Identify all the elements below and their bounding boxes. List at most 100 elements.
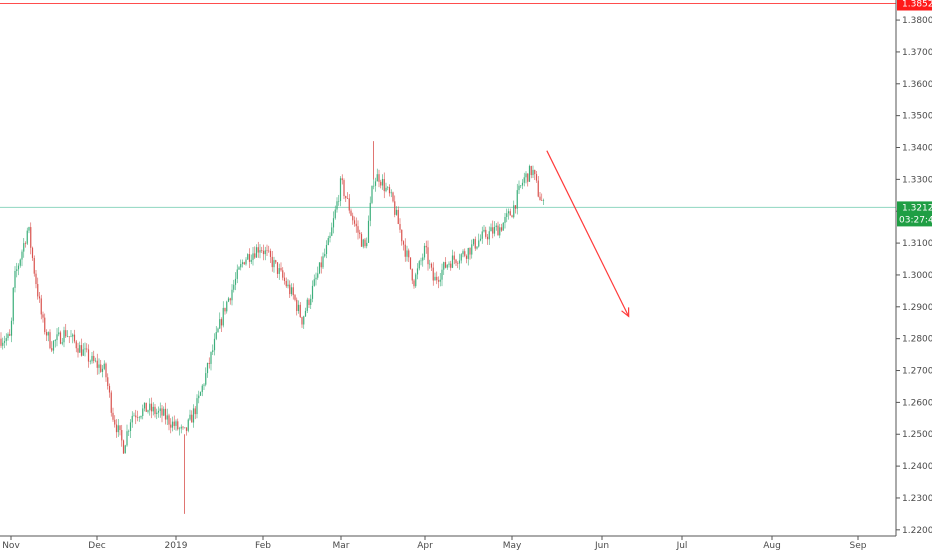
candle[interactable] (273, 256, 275, 273)
candle[interactable] (255, 244, 258, 258)
candle[interactable] (164, 402, 167, 425)
candle[interactable] (373, 178, 375, 190)
candle[interactable] (16, 262, 18, 278)
candle[interactable] (159, 402, 161, 418)
candle[interactable] (21, 249, 23, 267)
candle[interactable] (143, 402, 146, 412)
candle[interactable] (297, 300, 300, 314)
candle[interactable] (171, 416, 174, 432)
candle[interactable] (467, 247, 469, 266)
candle[interactable] (114, 415, 116, 428)
candle[interactable] (38, 291, 41, 303)
candle[interactable] (402, 240, 405, 251)
candle[interactable] (280, 262, 282, 272)
candle[interactable] (483, 225, 485, 233)
candle[interactable] (233, 279, 235, 293)
candle[interactable] (247, 253, 249, 260)
candle[interactable] (359, 229, 361, 239)
candle[interactable] (336, 197, 338, 213)
candle[interactable] (245, 257, 247, 266)
candle[interactable] (301, 316, 303, 328)
candle[interactable] (145, 402, 147, 412)
candle[interactable] (434, 272, 436, 281)
candle[interactable] (397, 206, 399, 225)
candle[interactable] (346, 192, 349, 199)
candle[interactable] (352, 212, 354, 225)
candle[interactable] (124, 444, 126, 454)
candle[interactable] (51, 341, 53, 353)
candle[interactable] (58, 327, 60, 337)
candle[interactable] (527, 173, 529, 187)
candle[interactable] (493, 221, 496, 237)
candle[interactable] (42, 311, 44, 323)
candle[interactable] (408, 248, 410, 263)
candle[interactable] (135, 409, 137, 425)
candle[interactable] (289, 280, 291, 298)
candle[interactable] (490, 223, 492, 232)
candle[interactable] (101, 364, 104, 378)
candle[interactable] (131, 411, 133, 428)
candle[interactable] (357, 220, 359, 240)
candle[interactable] (70, 330, 72, 338)
candle[interactable] (499, 223, 501, 239)
candle[interactable] (259, 244, 261, 259)
time-axis[interactable]: Nov Dec 2019 Feb Mar Apr May Jun Jul Aug Sep (2, 536, 867, 550)
candle[interactable] (98, 358, 100, 375)
candle[interactable] (303, 315, 305, 329)
candle[interactable] (324, 248, 326, 258)
candle[interactable] (488, 226, 490, 245)
candle[interactable] (150, 397, 153, 419)
candle[interactable] (194, 406, 196, 420)
candle[interactable] (315, 272, 317, 286)
candle[interactable] (541, 193, 543, 201)
candle[interactable] (275, 259, 277, 264)
candle[interactable] (469, 247, 471, 260)
candle[interactable] (464, 248, 466, 258)
candle[interactable] (268, 245, 270, 253)
candle[interactable] (513, 200, 515, 219)
candle[interactable] (142, 404, 144, 420)
candle[interactable] (215, 326, 217, 341)
candle[interactable] (9, 329, 11, 337)
candle[interactable] (91, 352, 93, 364)
candle[interactable] (269, 248, 272, 263)
candle[interactable] (219, 312, 221, 329)
candle[interactable] (261, 246, 263, 253)
candle[interactable] (471, 239, 473, 259)
candle[interactable] (409, 257, 412, 270)
candle[interactable] (472, 238, 475, 247)
candle[interactable] (380, 179, 382, 189)
candle[interactable] (451, 249, 454, 269)
candle[interactable] (285, 277, 287, 288)
candle[interactable] (252, 247, 254, 266)
candle[interactable] (381, 174, 384, 190)
candle[interactable] (516, 183, 518, 215)
candle[interactable] (240, 259, 242, 271)
candle[interactable] (339, 176, 342, 207)
candle[interactable] (49, 329, 51, 350)
candle[interactable] (520, 185, 522, 189)
candle[interactable] (478, 233, 480, 248)
candle[interactable] (278, 263, 280, 280)
candle[interactable] (308, 298, 310, 309)
candle[interactable] (294, 294, 296, 302)
candle[interactable] (443, 261, 445, 275)
candle[interactable] (250, 254, 252, 265)
candle[interactable] (72, 333, 74, 344)
candle[interactable] (5, 333, 7, 346)
candle[interactable] (234, 272, 237, 291)
candle[interactable] (455, 258, 457, 266)
candle[interactable] (313, 274, 315, 287)
candle[interactable] (329, 232, 331, 243)
candle[interactable] (173, 415, 175, 430)
candle[interactable] (528, 164, 531, 182)
candle[interactable] (189, 409, 191, 421)
candle[interactable] (254, 246, 256, 260)
candle[interactable] (394, 195, 396, 218)
candle[interactable] (54, 339, 56, 348)
candle[interactable] (248, 248, 251, 268)
candle[interactable] (154, 403, 156, 418)
candle[interactable] (453, 251, 455, 265)
candle[interactable] (94, 357, 97, 363)
candle[interactable] (119, 425, 121, 436)
